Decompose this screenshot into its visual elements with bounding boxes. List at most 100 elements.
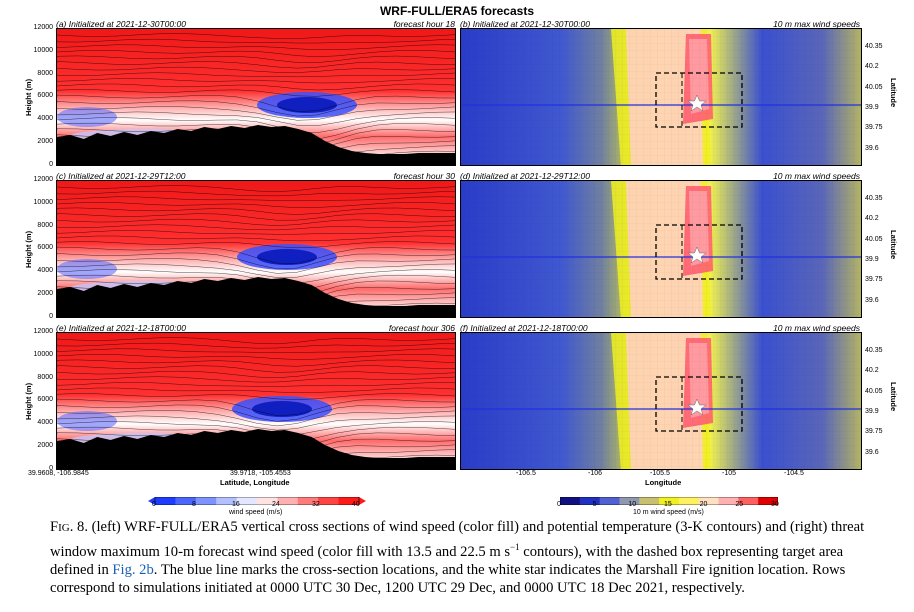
colorbar-tick: 0 [557, 501, 561, 508]
row-1-height-tick: 6000 [37, 244, 53, 252]
row-0-lat-tick: 39.9 [865, 103, 879, 111]
colorbar-arrow-left-icon [148, 497, 155, 505]
figure-title: WRF-FULL/ERA5 forecasts [379, 4, 534, 18]
row-0-wind-map-plot [461, 29, 861, 165]
row-2-lat-tick: 39.9 [865, 407, 879, 415]
caption-text-3: . The blue line marks the cross-section … [50, 561, 846, 597]
row-0-lat-tick: 39.75 [865, 124, 883, 132]
row-2-right-label: 10 m max wind speeds [773, 323, 860, 333]
row-0-left-title: (a) Initialized at 2021-12-30T00:00 [56, 19, 186, 29]
row-0-target-area-box [655, 72, 743, 128]
colorbar-segment [155, 497, 176, 505]
row-2-lat-tick: 40.35 [865, 347, 883, 354]
colorbar-segment [619, 497, 640, 505]
colorbar-tick: 20 [699, 501, 708, 508]
left-colorbar [148, 492, 366, 506]
row-1-height-tick: 4000 [37, 267, 53, 275]
row-2-cross-section-panel [56, 332, 456, 470]
row-2-lat-tick: 40.2 [865, 367, 879, 375]
row-1-right-label: 10 m max wind speeds [773, 171, 860, 181]
row-2-height-axis-label: Height (m) [24, 382, 33, 420]
colorbar-segment [318, 497, 340, 505]
colorbar-segment [257, 497, 278, 505]
colorbar-segment [758, 497, 779, 505]
row-0-right-label: 10 m max wind speeds [773, 19, 860, 29]
colorbar-tick: 32 [312, 501, 320, 508]
row-1-forecast-hour: forecast hour 30 [393, 171, 455, 181]
row-1-height-tick: 0 [49, 312, 53, 320]
colorbar-segment [560, 497, 581, 505]
row-0-height-tick: 4000 [37, 115, 53, 123]
colorbar-segment [659, 497, 680, 505]
row-1-lat-tick: 40.05 [865, 235, 883, 243]
row-0-cross-section-plot [57, 29, 455, 165]
row-2-cross-section-plot [57, 333, 455, 469]
row-0-right-title: (b) Initialized at 2021-12-30T00:00 [460, 19, 590, 29]
row-0-terrain [57, 125, 455, 165]
caption-prefix: F [50, 519, 59, 535]
row-2-terrain [57, 429, 455, 469]
colorbar-segment [297, 497, 319, 505]
caption-figure-link[interactable]: Fig. 2b [112, 561, 154, 578]
row-2-height-tick: 6000 [37, 396, 53, 404]
row-1-lat-tick: 39.75 [865, 276, 883, 284]
right-colorbar-graphic [559, 496, 779, 506]
row-0-lat-tick: 40.35 [865, 43, 883, 50]
row-2-height-tick: 8000 [37, 373, 53, 381]
colorbar-tick: 25 [735, 501, 744, 508]
row-2-height-tick: 0 [49, 464, 53, 472]
row-2-left-title: (e) Initialized at 2021-12-18T00:00 [56, 323, 186, 333]
left-x-axis-label: Latitude, Longitude [220, 478, 290, 487]
colorbar-tick: 24 [272, 501, 280, 508]
row-1-height-tick: 2000 [37, 290, 53, 297]
right-colorbar-ticks: 0 5 10 15 20 25 30 [557, 501, 779, 511]
colorbar-tick: 15 [664, 501, 672, 508]
row-2-height-tick: 12000 [33, 328, 53, 335]
row-0-height-tick: 2000 [37, 138, 53, 145]
right-x-tick-3: -105.5 [650, 470, 670, 477]
right-x-tick-5: -104.5 [784, 470, 804, 477]
row-0-height-axis-label: Height (m) [24, 78, 33, 116]
right-x-tick-4: -105 [722, 470, 737, 477]
row-0-lat-axis-label: Latitude [889, 78, 898, 108]
row-1-lat-tick: 39.6 [865, 296, 879, 304]
row-0-lat-tick: 39.6 [865, 144, 879, 152]
row-2-forecast-hour: forecast hour 306 [388, 323, 455, 333]
colorbar-segment [639, 497, 660, 505]
row-2-wind-map-panel [460, 332, 862, 470]
row-1-lat-tick: 40.2 [865, 215, 879, 223]
row-1-height-tick: 12000 [33, 176, 53, 183]
colorbar-segment [216, 497, 238, 505]
row-0-lat-tick: 40.05 [865, 83, 883, 91]
colorbar-segment [599, 497, 620, 505]
colorbar-tick: 8 [192, 501, 196, 508]
row-0-forecast-hour: forecast hour 18 [393, 19, 455, 29]
row-2-height-tick: 2000 [37, 442, 53, 449]
colorbar-segment [738, 497, 759, 505]
row-2-ignition-star-icon [687, 398, 707, 416]
colorbar-tick: 30 [771, 501, 779, 508]
row-1-target-area-box [655, 224, 743, 280]
left-colorbar-graphic [148, 496, 366, 506]
row-1-lat-tick: 40.35 [865, 195, 883, 202]
caption-number: . 8. [69, 519, 92, 535]
right-colorbar [559, 492, 779, 506]
caption-superscript: −1 [510, 541, 520, 552]
right-x-tick-2: -106 [588, 470, 603, 477]
row-1-wind-map-panel [460, 180, 862, 318]
figure-caption: FIG. 8. (left) WRF-FULL/ERA5 vertical cr… [50, 518, 890, 598]
right-x-tick-1: -106.5 [516, 470, 536, 477]
row-0-height-tick: 6000 [37, 92, 53, 100]
left-colorbar-ticks: 0 8 16 24 32 40 [152, 501, 360, 511]
row-1-cross-section-panel [56, 180, 456, 318]
left-x-tick-start: 39.9608, -106.9845 [28, 470, 89, 477]
row-1-right-title: (d) Initialized at 2021-12-29T12:00 [460, 171, 590, 181]
row-2-lat-tick: 39.75 [865, 428, 883, 436]
colorbar-tick: 10 [628, 501, 637, 508]
colorbar-segment [698, 497, 720, 505]
colorbar-segment [277, 497, 299, 505]
row-2-lat-tick: 39.6 [865, 448, 879, 456]
row-1-terrain [57, 277, 455, 317]
row-0-height-tick: 0 [49, 160, 53, 168]
row-0-ignition-star-icon [687, 94, 707, 112]
